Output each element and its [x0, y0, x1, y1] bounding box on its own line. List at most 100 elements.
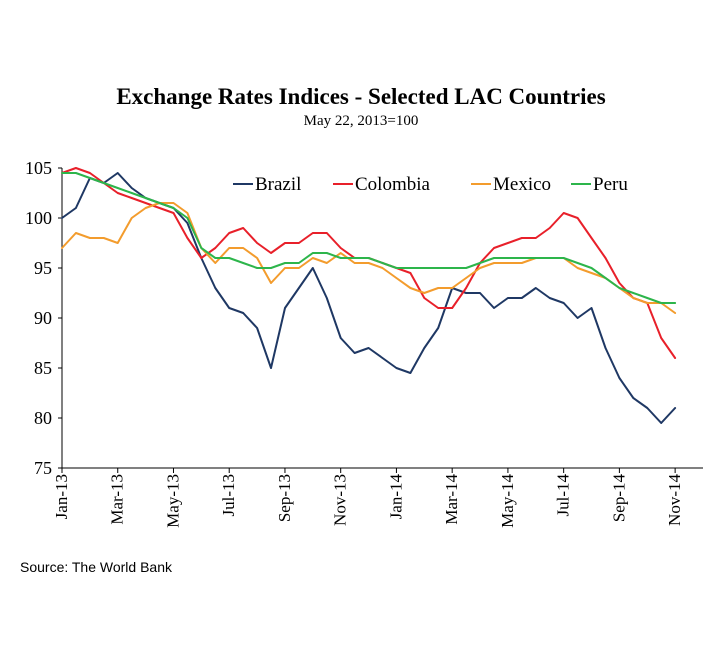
data-point-colombia — [158, 207, 161, 209]
data-point-brazil — [423, 347, 426, 349]
legend-label-colombia: Colombia — [355, 174, 431, 195]
data-point-colombia — [465, 287, 467, 289]
data-point-brazil — [284, 307, 286, 309]
data-point-brazil — [479, 292, 481, 294]
data-point-mexico — [312, 257, 314, 259]
data-point-mexico — [75, 232, 77, 234]
data-point-colombia — [89, 172, 91, 174]
data-point-peru — [381, 262, 384, 264]
x-tick-label: Mar-13 — [108, 474, 127, 525]
data-point-brazil — [61, 217, 63, 219]
data-point-brazil — [186, 222, 189, 224]
data-point-peru — [116, 187, 119, 189]
data-point-peru — [270, 267, 272, 269]
data-point-mexico — [284, 267, 286, 269]
data-point-mexico — [61, 247, 63, 249]
data-point-colombia — [200, 257, 203, 259]
x-tick-label: Mar-14 — [442, 474, 461, 525]
data-point-colombia — [618, 282, 621, 284]
y-tick-label: 105 — [25, 158, 52, 178]
data-point-mexico — [326, 262, 328, 264]
data-point-peru — [298, 262, 300, 264]
data-point-peru — [548, 257, 551, 259]
data-point-peru — [130, 192, 133, 194]
data-point-brazil — [576, 317, 579, 319]
data-point-peru — [214, 257, 217, 259]
data-point-colombia — [186, 237, 189, 239]
data-point-colombia — [242, 227, 244, 229]
data-point-peru — [395, 267, 398, 269]
data-point-mexico — [256, 257, 258, 259]
data-point-peru — [646, 297, 649, 299]
data-point-colombia — [298, 242, 300, 244]
data-point-brazil — [507, 297, 509, 299]
data-point-mexico — [89, 237, 91, 239]
data-point-mexico — [116, 242, 119, 244]
data-point-peru — [409, 267, 412, 269]
data-point-colombia — [604, 257, 607, 259]
data-point-colombia — [256, 242, 258, 244]
data-point-mexico — [437, 287, 440, 289]
data-point-peru — [158, 202, 161, 204]
data-point-mexico — [367, 262, 370, 264]
data-point-colombia — [451, 307, 454, 309]
x-tick-label: Jan-14 — [386, 474, 405, 520]
data-point-colombia — [228, 232, 230, 234]
data-point-brazil — [437, 327, 440, 329]
source-note: Source: The World Bank — [20, 559, 173, 575]
data-point-colombia — [423, 297, 426, 299]
data-point-brazil — [367, 347, 370, 349]
data-point-peru — [242, 262, 244, 264]
data-point-peru — [521, 257, 523, 259]
data-point-peru — [465, 267, 467, 269]
data-point-peru — [604, 277, 607, 279]
data-point-peru — [618, 287, 621, 289]
data-point-brazil — [381, 357, 384, 359]
data-point-brazil — [562, 302, 565, 304]
data-point-mexico — [339, 252, 342, 254]
data-point-mexico — [576, 267, 579, 269]
data-point-brazil — [674, 407, 676, 409]
data-point-peru — [632, 292, 635, 294]
data-point-peru — [674, 302, 676, 304]
data-point-brazil — [256, 327, 258, 329]
data-point-brazil — [409, 372, 412, 374]
data-point-colombia — [562, 212, 565, 214]
y-tick-label: 75 — [34, 458, 52, 478]
data-point-colombia — [270, 252, 272, 254]
x-tick-label: Nov-14 — [665, 474, 684, 526]
data-point-colombia — [172, 212, 175, 214]
data-point-peru — [186, 217, 189, 219]
data-point-colombia — [130, 197, 133, 199]
x-tick-label: Sep-14 — [609, 474, 628, 523]
data-point-mexico — [353, 262, 356, 264]
data-point-brazil — [465, 292, 467, 294]
data-point-brazil — [75, 207, 77, 209]
x-tick-label: May-14 — [498, 474, 517, 528]
data-point-mexico — [674, 312, 676, 314]
data-point-peru — [535, 257, 537, 259]
data-point-peru — [367, 257, 370, 259]
data-point-colombia — [548, 227, 551, 229]
data-point-colombia — [409, 272, 412, 274]
legend-label-peru: Peru — [593, 174, 628, 195]
data-point-mexico — [632, 297, 635, 299]
data-point-mexico — [409, 287, 412, 289]
data-point-mexico — [228, 247, 230, 249]
data-point-peru — [284, 262, 286, 264]
chart-title: Exchange Rates Indices - Selected LAC Co… — [116, 84, 606, 109]
data-point-brazil — [493, 307, 495, 309]
x-tick-label: May-13 — [163, 474, 182, 528]
data-point-mexico — [381, 267, 384, 269]
data-point-brazil — [214, 287, 217, 289]
x-tick-label: Jul-14 — [554, 474, 573, 517]
data-point-colombia — [144, 202, 147, 204]
data-point-colombia — [75, 167, 77, 169]
series-line-brazil — [61, 172, 677, 424]
data-point-brazil — [395, 367, 398, 369]
data-point-mexico — [270, 282, 272, 284]
data-point-mexico — [214, 262, 217, 264]
data-point-peru — [562, 257, 565, 259]
